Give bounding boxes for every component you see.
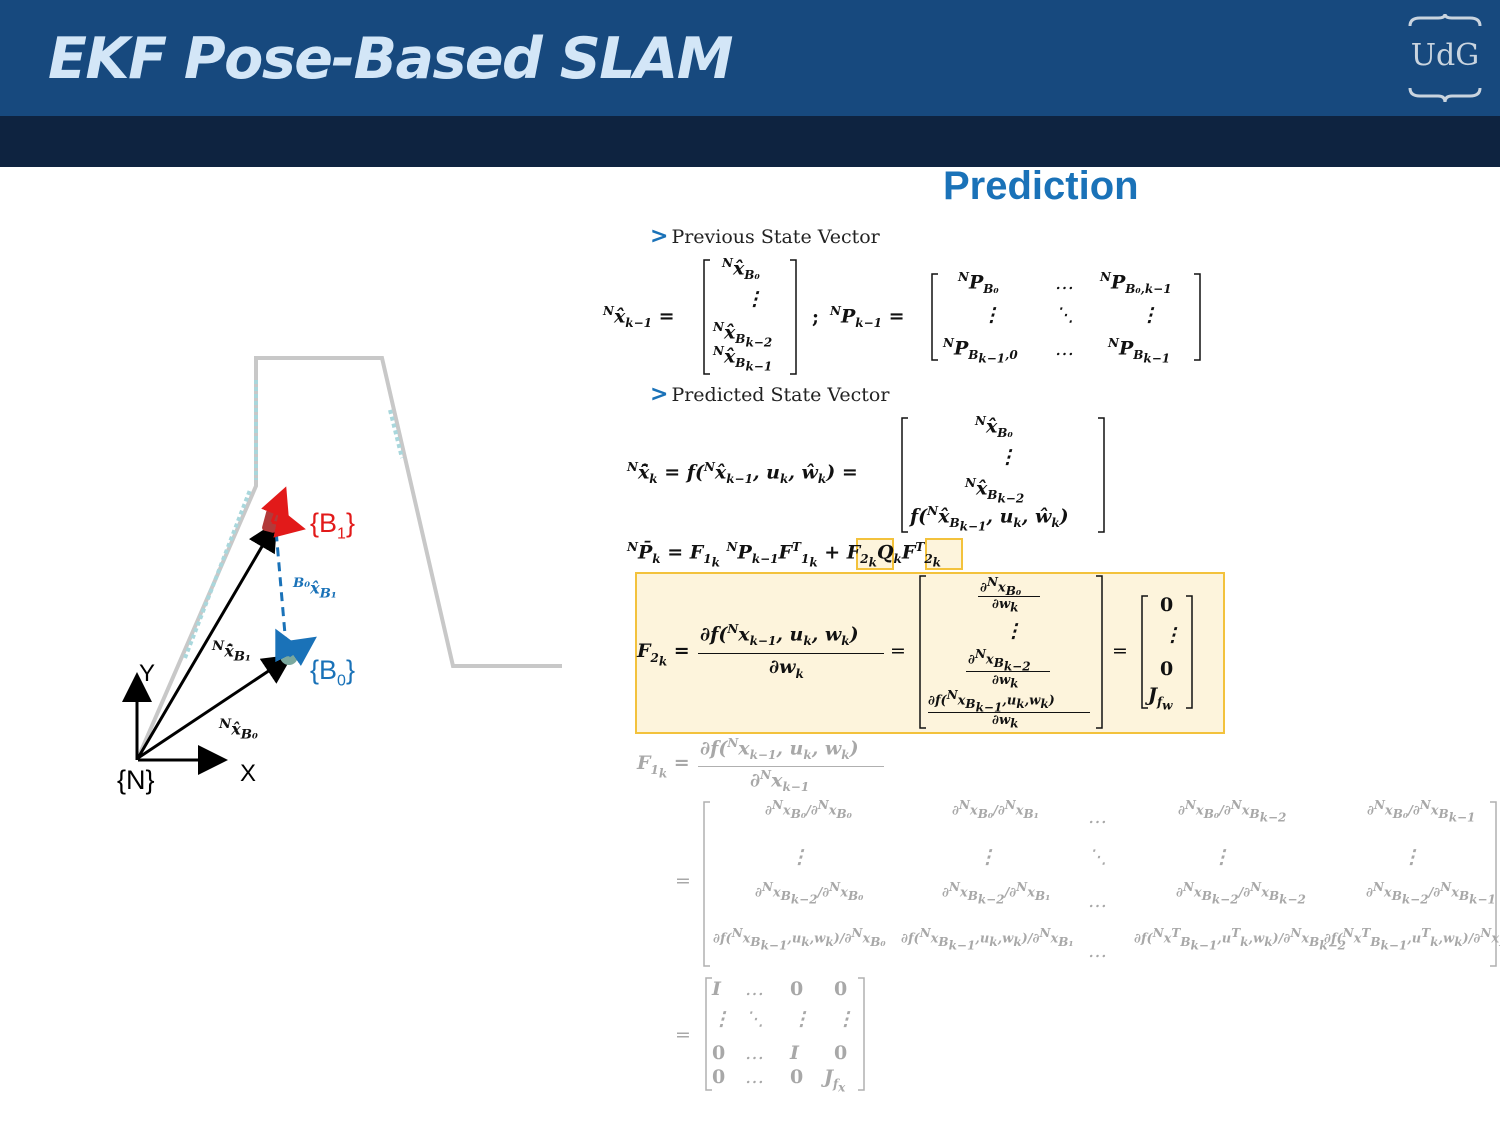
header-band [0, 0, 1500, 116]
logo-text: UdG [1410, 38, 1480, 73]
b0-y-axis [275, 628, 303, 663]
label-n-xb0: Nx̂B₀ [219, 716, 258, 743]
label-x-axis: X [240, 760, 257, 787]
vector-n-b1 [136, 520, 278, 759]
section-title: Prediction [943, 164, 1139, 208]
label-b0-xb1: B₀x̂B₁ [293, 575, 337, 602]
slam-figure [122, 356, 562, 775]
vector-n-b0 [137, 654, 293, 760]
slide-title: EKF Pose-Based SLAM [48, 26, 733, 92]
bullet-previous-state: > Previous State Vector [650, 224, 880, 249]
udg-logo: UdG [1400, 12, 1490, 104]
bullet-predicted-label: Predicted State Vector [671, 384, 890, 406]
bullet-arrow-icon: > [650, 382, 669, 407]
bracket-matrix-icon [705, 977, 865, 1091]
highlight-f2-box [856, 538, 894, 570]
label-n-frame: {N} [117, 765, 155, 795]
label-b1-frame: {B1} [310, 508, 355, 543]
label-y-axis: Y [139, 660, 156, 687]
logo-brace-icon [1408, 13, 1482, 103]
bullet-predicted-state: > Predicted State Vector [650, 382, 889, 407]
bracket-matrix-icon [901, 417, 1105, 533]
bullet-previous-label: Previous State Vector [671, 226, 880, 248]
label-b0-frame: {B0} [310, 655, 355, 690]
bracket-matrix-icon [919, 575, 1103, 729]
b1-x-axis [271, 508, 306, 538]
label-n-xb1: Nx̂̄B₁ [212, 638, 251, 665]
b1-y-axis [261, 486, 290, 523]
bracket-matrix-icon [931, 273, 1201, 361]
bracket-matrix-icon [1141, 595, 1193, 709]
wall-outline [136, 356, 562, 759]
bullet-arrow-icon: > [650, 224, 669, 249]
bracket-matrix-icon [703, 801, 1497, 967]
trajectory-dotted [183, 380, 404, 659]
highlight-f2t-box [925, 538, 963, 570]
header-subband [0, 116, 1500, 167]
bracket-matrix-icon [703, 259, 797, 375]
vector-b0-b1 [274, 529, 288, 647]
